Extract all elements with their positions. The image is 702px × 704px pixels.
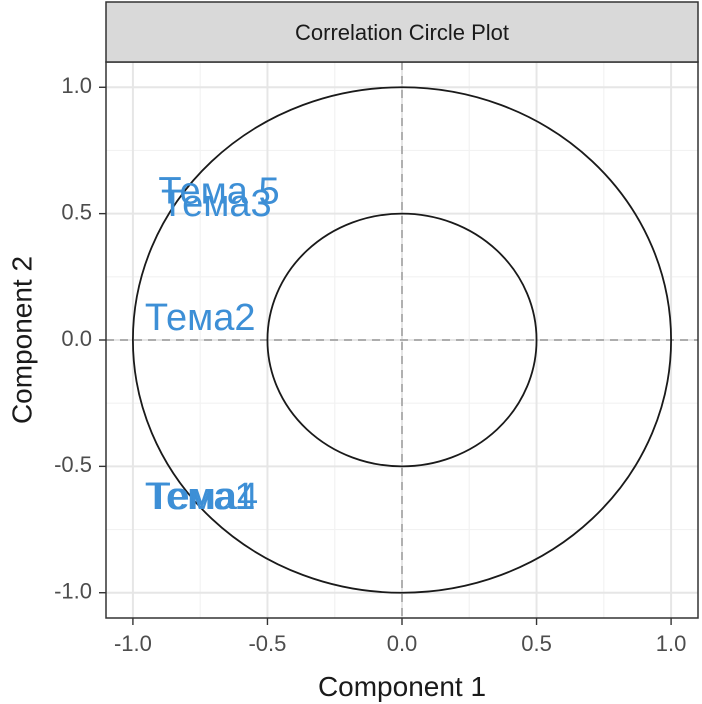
x-tick-label: -0.5 bbox=[248, 631, 286, 656]
y-tick-label: 0.0 bbox=[61, 326, 92, 351]
inner-circle bbox=[266, 212, 538, 468]
y-tick-label: -0.5 bbox=[54, 452, 92, 477]
outer-circle bbox=[132, 86, 672, 594]
chart-title: Correlation Circle Plot bbox=[295, 20, 509, 45]
title-strip bbox=[105, 1, 699, 63]
x-tick-label: 1.0 bbox=[656, 631, 687, 656]
y-tick-label: -1.0 bbox=[54, 579, 92, 604]
y-tick-label: 0.5 bbox=[61, 199, 92, 224]
x-tick-label: -1.0 bbox=[114, 631, 152, 656]
variable-label: Тема2 bbox=[145, 297, 256, 339]
y-tick-label: 1.0 bbox=[61, 73, 92, 98]
variable-label: Тема1 bbox=[145, 476, 256, 518]
x-tick-label: 0.5 bbox=[521, 631, 552, 656]
y-axis: -1.0 -0.5 0.0 0.5 1.0 bbox=[54, 73, 106, 604]
facet-strip: Correlation Circle Plot bbox=[105, 1, 699, 63]
x-tick-label: 0.0 bbox=[387, 631, 418, 656]
reference-lines bbox=[106, 62, 698, 618]
variable-label: Тема3 bbox=[161, 183, 272, 225]
x-axis: -1.0 -0.5 0.0 0.5 1.0 bbox=[114, 618, 686, 656]
x-axis-label: Component 1 bbox=[318, 671, 486, 702]
variable-label: Тема 5 bbox=[158, 170, 279, 212]
variable-label: Тема4 bbox=[148, 476, 259, 518]
y-axis-label: Component 2 bbox=[6, 256, 37, 424]
correlation-circles bbox=[132, 86, 672, 594]
